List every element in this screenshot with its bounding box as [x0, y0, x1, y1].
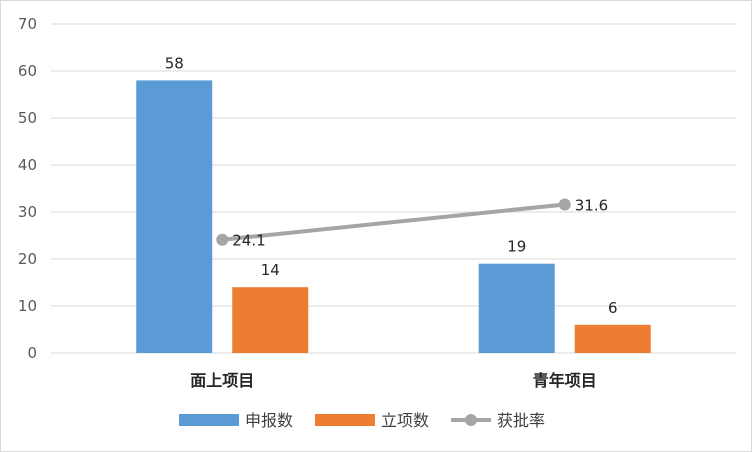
y-tick-label: 60	[18, 62, 37, 80]
bar-applications	[136, 80, 213, 354]
legend-label: 获批率	[497, 411, 545, 430]
bar-data-label: 14	[261, 261, 280, 279]
legend-swatch-applications	[179, 414, 239, 426]
bar-data-label: 58	[165, 54, 184, 72]
bar-applications	[478, 263, 555, 353]
line-approval-rate	[220, 202, 567, 242]
bar-approved	[574, 324, 651, 353]
legend-label: 立项数	[381, 411, 429, 430]
legend-label: 申报数	[245, 411, 293, 430]
line-data-label: 24.1	[232, 232, 265, 250]
bar-data-label: 19	[507, 238, 526, 256]
bar-approved	[232, 287, 309, 353]
bar-data-label: 6	[608, 299, 618, 317]
y-tick-label: 50	[18, 109, 37, 127]
line-point	[216, 233, 229, 246]
y-tick-label: 70	[18, 15, 37, 33]
line-data-label: 31.6	[575, 196, 608, 214]
legend-swatch-marker	[465, 414, 477, 426]
x-category-label: 青年项目	[533, 371, 597, 390]
line-point	[558, 198, 571, 211]
y-tick-label: 0	[27, 344, 37, 362]
y-tick-label: 10	[18, 297, 37, 315]
y-tick-label: 30	[18, 203, 37, 221]
y-tick-label: 40	[18, 156, 37, 174]
y-tick-label: 20	[18, 250, 37, 268]
x-category-label: 面上项目	[190, 371, 254, 390]
legend-swatch-approved	[315, 414, 375, 426]
